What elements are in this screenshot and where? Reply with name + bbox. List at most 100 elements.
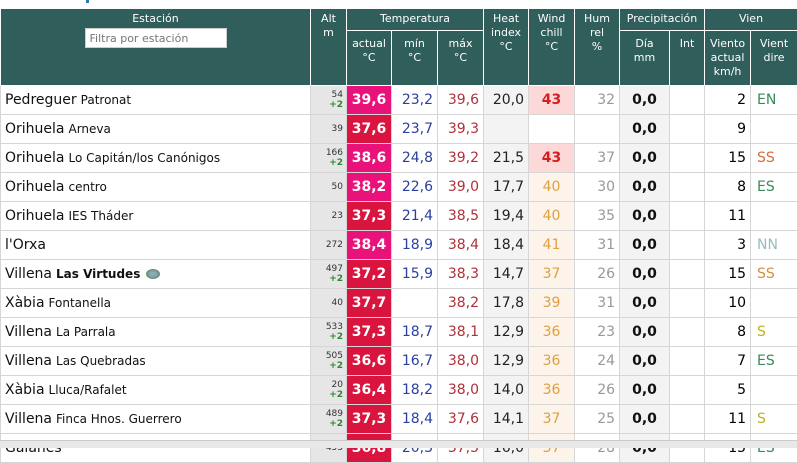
town-name[interactable]: Orihuela bbox=[5, 179, 65, 195]
altitude: 505 bbox=[314, 351, 343, 361]
wind-dir-header[interactable]: Vient dire bbox=[751, 31, 797, 86]
station-name[interactable]: Las Quebradas bbox=[56, 354, 146, 368]
station-cell[interactable]: Xàbia Fontanella bbox=[1, 289, 311, 318]
humidity: 31 bbox=[575, 289, 620, 318]
station-name[interactable]: La Parrala bbox=[56, 325, 116, 339]
humidity: 26 bbox=[575, 376, 620, 405]
station-filter-input[interactable] bbox=[85, 28, 227, 48]
town-name[interactable]: Pedreguer bbox=[5, 92, 77, 108]
station-cell[interactable]: Villena Las Quebradas bbox=[1, 347, 311, 376]
temp-max: 38,5 bbox=[438, 202, 484, 231]
temp-actual: 37,7 bbox=[347, 289, 392, 318]
heat-index: 17,8 bbox=[484, 289, 529, 318]
alt-delta: +2 bbox=[314, 390, 343, 400]
town-name[interactable]: l'Orxa bbox=[5, 237, 46, 253]
station-name[interactable]: Finca Hnos. Guerrero bbox=[56, 412, 182, 426]
station-cell[interactable]: Xàbia Lluca/Rafalet bbox=[1, 376, 311, 405]
precip-int bbox=[670, 376, 705, 405]
precip-int bbox=[670, 86, 705, 115]
station-name[interactable]: centro bbox=[69, 180, 107, 194]
alt-delta: +2 bbox=[314, 332, 343, 342]
station-cell[interactable]: Orihuela Arneva bbox=[1, 115, 311, 144]
wind-speed: 7 bbox=[705, 347, 751, 376]
station-cell[interactable]: Orihuela IES Tháder bbox=[1, 202, 311, 231]
station-cell[interactable]: Orihuela Lo Capitán/los Canónigos bbox=[1, 144, 311, 173]
town-name[interactable]: Xàbia bbox=[5, 295, 45, 311]
altitude: 39 bbox=[314, 124, 343, 134]
wind-chill-header[interactable]: Wind chill°C bbox=[529, 9, 575, 86]
actual-header[interactable]: actual°C bbox=[347, 31, 392, 86]
tab-marker bbox=[86, 0, 89, 3]
heat-index-header[interactable]: Heat index°C bbox=[484, 9, 529, 86]
station-name[interactable]: Las Virtudes bbox=[56, 267, 140, 281]
station-cell[interactable]: Villena Las Virtudes bbox=[1, 260, 311, 289]
actual-label: actual bbox=[348, 37, 390, 51]
temp-min: 23,2 bbox=[392, 86, 438, 115]
station-name[interactable]: Arneva bbox=[69, 122, 111, 136]
station-name[interactable]: Fontanella bbox=[49, 296, 112, 310]
station-name[interactable]: Lo Capitán/los Canónigos bbox=[69, 151, 221, 165]
table-row[interactable]: l'Orxa 272 38,4 18,9 38,4 18,4 41 31 0,0… bbox=[1, 231, 797, 260]
station-cell[interactable]: l'Orxa bbox=[1, 231, 311, 260]
alt-cell: 20+2 bbox=[311, 376, 347, 405]
station-header[interactable]: Estación bbox=[1, 9, 311, 86]
humidity-header[interactable]: Hum rel% bbox=[575, 9, 620, 86]
station-cell[interactable]: Pedreguer Patronat bbox=[1, 86, 311, 115]
town-name[interactable]: Orihuela bbox=[5, 121, 65, 137]
town-name[interactable]: Orihuela bbox=[5, 208, 65, 224]
station-cell[interactable]: Gaianes bbox=[1, 434, 311, 463]
table-row[interactable]: Orihuela Lo Capitán/los Canónigos 166+2 3… bbox=[1, 144, 797, 173]
town-name[interactable]: Orihuela bbox=[5, 150, 65, 166]
station-name[interactable]: IES Tháder bbox=[69, 209, 134, 223]
station-cell[interactable]: Villena Finca Hnos. Guerrero bbox=[1, 405, 311, 434]
town-name[interactable]: Xàbia bbox=[5, 382, 45, 398]
precip-day: 0,0 bbox=[620, 376, 670, 405]
temp-max: 39,2 bbox=[438, 144, 484, 173]
station-header-label[interactable]: Estación bbox=[2, 12, 309, 26]
station-name[interactable]: Patronat bbox=[81, 93, 131, 107]
humidity: 23 bbox=[575, 318, 620, 347]
station-name[interactable]: Lluca/Rafalet bbox=[49, 383, 127, 397]
town-name[interactable]: Villena bbox=[5, 266, 52, 282]
wind-dir: SS bbox=[751, 260, 797, 289]
wind-chill: 36 bbox=[529, 347, 575, 376]
alt-cell: 39 bbox=[311, 115, 347, 144]
globe-icon bbox=[146, 269, 160, 279]
min-header[interactable]: mín°C bbox=[392, 31, 438, 86]
town-name[interactable]: Villena bbox=[5, 411, 52, 427]
precip-day: 0,0 bbox=[620, 86, 670, 115]
int-header[interactable]: Int bbox=[670, 31, 705, 86]
station-cell[interactable]: Orihuela centro bbox=[1, 173, 311, 202]
table-row[interactable]: Gaianes 453 36,8 20,3 37,5 16,0 37 28 0,… bbox=[1, 434, 797, 463]
town-name[interactable]: Villena bbox=[5, 324, 52, 340]
station-cell[interactable]: Villena La Parrala bbox=[1, 318, 311, 347]
heat-index: 14,7 bbox=[484, 260, 529, 289]
wind-chill: 36 bbox=[529, 318, 575, 347]
max-header[interactable]: máx°C bbox=[438, 31, 484, 86]
hum-label: Hum rel bbox=[576, 12, 618, 40]
temp-max: 39,0 bbox=[438, 173, 484, 202]
precip-int bbox=[670, 260, 705, 289]
alt-cell: 166+2 bbox=[311, 144, 347, 173]
altitude: 23 bbox=[314, 211, 343, 221]
horizontal-scrollbar[interactable] bbox=[0, 440, 797, 448]
wind-speed: 11 bbox=[705, 202, 751, 231]
alt-label: Alt bbox=[312, 12, 345, 26]
alt-delta: +2 bbox=[314, 361, 343, 371]
alt-cell: 23 bbox=[311, 202, 347, 231]
town-name[interactable]: Villena bbox=[5, 353, 52, 369]
wind-dir bbox=[751, 202, 797, 231]
